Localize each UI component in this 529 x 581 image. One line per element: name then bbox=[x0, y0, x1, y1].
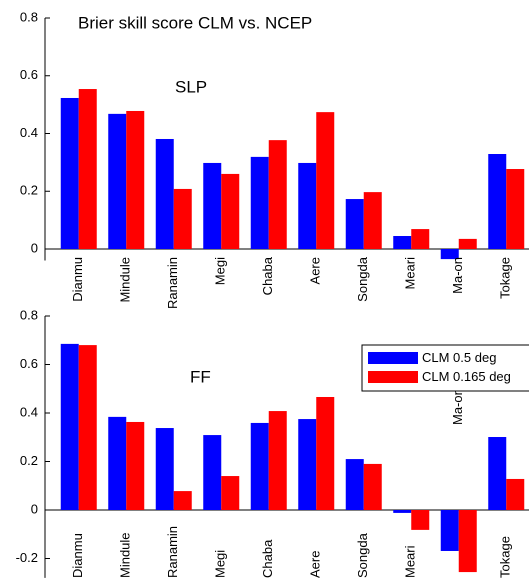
bar bbox=[345, 459, 364, 510]
bar bbox=[155, 138, 174, 249]
x-tick-label: Aere bbox=[308, 551, 323, 578]
bar bbox=[411, 229, 430, 249]
x-tick-label: Meari bbox=[403, 545, 418, 578]
bar bbox=[363, 463, 382, 510]
bar bbox=[440, 249, 459, 260]
bar bbox=[488, 437, 507, 510]
x-tick-label: Ma-on bbox=[450, 257, 465, 294]
bar bbox=[221, 173, 240, 249]
bar bbox=[60, 97, 79, 249]
bar bbox=[393, 236, 412, 249]
bar bbox=[316, 396, 335, 510]
bar bbox=[173, 491, 192, 510]
x-tick-label: Megi bbox=[213, 257, 228, 285]
bar bbox=[78, 345, 97, 510]
bar bbox=[506, 169, 525, 249]
y-tick-label: 0 bbox=[31, 501, 38, 516]
x-tick-label: Megi bbox=[213, 550, 228, 578]
y-tick-label: -0.2 bbox=[16, 550, 38, 565]
y-tick-label: 0 bbox=[31, 240, 38, 255]
x-tick-label: Ranamin bbox=[165, 257, 180, 309]
bar bbox=[60, 343, 79, 510]
bar bbox=[126, 110, 145, 249]
x-tick-label: Ma-on bbox=[450, 388, 465, 425]
bar bbox=[268, 411, 287, 510]
bar bbox=[411, 510, 430, 530]
bar bbox=[393, 510, 412, 513]
x-tick-label: Dianmu bbox=[70, 533, 85, 578]
bar bbox=[173, 188, 192, 249]
bar bbox=[203, 435, 222, 510]
y-tick-label: 0.2 bbox=[20, 183, 38, 198]
bar bbox=[298, 419, 317, 510]
bar bbox=[345, 199, 364, 249]
bar bbox=[221, 476, 240, 510]
y-tick-label: 0.4 bbox=[20, 125, 38, 140]
bar bbox=[506, 478, 525, 510]
x-tick-label: Dianmu bbox=[70, 257, 85, 302]
x-tick-label: Aere bbox=[308, 257, 323, 284]
bar bbox=[440, 510, 459, 551]
x-tick-label: Chaba bbox=[260, 539, 275, 578]
y-tick-label: 0.6 bbox=[20, 356, 38, 371]
bar bbox=[363, 192, 382, 249]
bar bbox=[126, 421, 145, 510]
annotation: SLP bbox=[175, 77, 207, 96]
legend-label: CLM 0.165 deg bbox=[422, 369, 511, 384]
bar bbox=[108, 416, 127, 510]
chart-title: Brier skill score CLM vs. NCEP bbox=[78, 13, 312, 32]
x-tick-label: Mindule bbox=[118, 532, 133, 578]
bar bbox=[203, 162, 222, 249]
bar bbox=[316, 112, 335, 249]
bar bbox=[250, 156, 269, 249]
x-tick-label: Songda bbox=[355, 532, 370, 578]
bar bbox=[78, 89, 97, 249]
x-tick-label: Tokage bbox=[498, 257, 513, 299]
x-tick-label: Mindule bbox=[118, 257, 133, 303]
bar bbox=[458, 510, 477, 573]
y-tick-label: 0.8 bbox=[20, 307, 38, 322]
y-tick-label: 0.4 bbox=[20, 404, 38, 419]
legend-swatch bbox=[368, 371, 418, 383]
bar bbox=[458, 238, 477, 249]
bar bbox=[250, 422, 269, 510]
bar bbox=[108, 113, 127, 250]
bar bbox=[268, 140, 287, 249]
bar bbox=[488, 154, 507, 249]
bar bbox=[155, 428, 174, 510]
legend-swatch bbox=[368, 352, 418, 364]
x-tick-label: Ranamin bbox=[165, 526, 180, 578]
annotation: FF bbox=[190, 367, 211, 386]
bar bbox=[298, 162, 317, 249]
x-tick-label: Meari bbox=[403, 257, 418, 290]
legend-label: CLM 0.5 deg bbox=[422, 350, 496, 365]
x-tick-label: Chaba bbox=[260, 256, 275, 295]
x-tick-label: Songda bbox=[355, 256, 370, 302]
y-tick-label: 0.6 bbox=[20, 67, 38, 82]
x-tick-label: Tokage bbox=[498, 536, 513, 578]
y-tick-label: 0.2 bbox=[20, 453, 38, 468]
y-tick-label: 0.8 bbox=[20, 9, 38, 24]
